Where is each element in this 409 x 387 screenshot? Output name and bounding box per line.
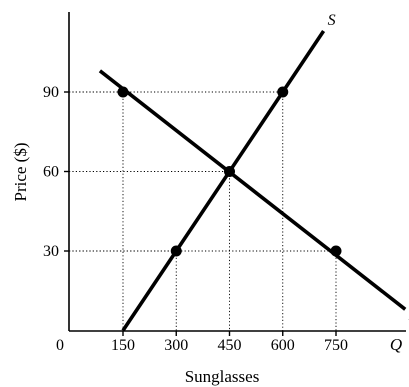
y-tick-label: 30	[43, 243, 59, 260]
data-point	[330, 245, 342, 257]
x-tick-label: 150	[111, 337, 135, 354]
x-tick-label: 300	[164, 337, 188, 354]
x-tick-label: 450	[218, 337, 242, 354]
demand-curve	[98, 69, 407, 311]
points	[117, 86, 342, 257]
supply-curve-label: S	[328, 12, 336, 29]
supply-curve	[121, 30, 326, 332]
y-tick-label: 90	[43, 84, 59, 101]
origin-label: 0	[56, 337, 64, 354]
y-tick-label: 60	[43, 164, 59, 181]
curves	[98, 30, 407, 332]
data-point	[170, 245, 182, 257]
axes	[68, 12, 406, 332]
data-point	[277, 86, 289, 98]
x-axis-end-label: Q	[390, 335, 402, 354]
x-tick-label: 750	[324, 337, 348, 354]
data-point	[224, 166, 235, 177]
x-tick-label: 600	[271, 337, 295, 354]
y-axis-label: Price ($)	[11, 142, 30, 201]
ticks: 30 60 90 150 300 450 600 750	[43, 84, 348, 354]
data-point	[117, 86, 129, 98]
demand-curve-label: L	[408, 306, 409, 323]
x-axis-label: Sunglasses	[185, 367, 260, 386]
